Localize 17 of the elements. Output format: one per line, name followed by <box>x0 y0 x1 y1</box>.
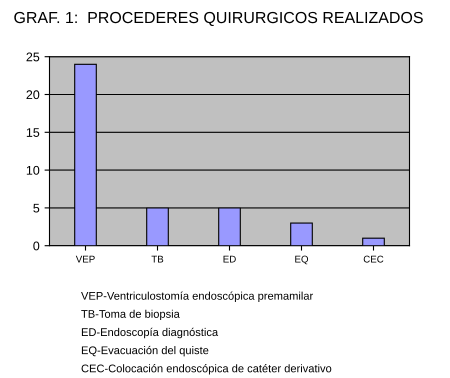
chart-title: GRAF. 1: PROCEDERES QUIRURGICOS REALIZADOS <box>14 12 423 26</box>
text: ED-Endoscopía diagnóstica <box>82 328 218 338</box>
y-tick-label: 15 <box>26 128 40 137</box>
y-tick-label: 25 <box>26 52 40 62</box>
text: CEC-Colocación endoscópica de catéter derivativo <box>82 364 332 375</box>
y-tick-label: 5 <box>33 204 40 213</box>
text: VEP-Ventriculostomía endoscópica premamilar <box>81 291 314 302</box>
x-tick-label: CEC <box>364 256 384 263</box>
x-tick-label: TB <box>152 256 164 262</box>
x-tick-label: EQ <box>295 256 308 264</box>
y-tick-label: 20 <box>26 90 40 100</box>
text: TB-Toma de biopsia <box>81 310 180 320</box>
x-tick-label: VEP <box>76 256 95 262</box>
text: EQ-Evacuación del quiste <box>82 346 208 356</box>
y-tick-label: 10 <box>26 166 40 175</box>
x-tick-label: ED <box>224 256 236 262</box>
y-tick-label: 0 <box>33 242 40 250</box>
